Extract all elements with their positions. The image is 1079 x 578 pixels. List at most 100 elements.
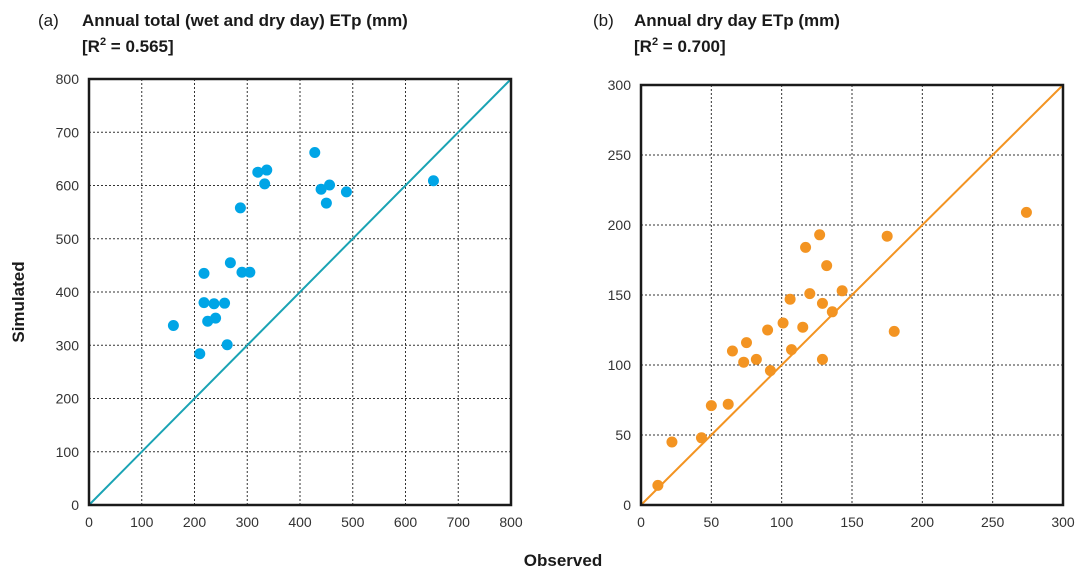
data-point-a-15	[261, 164, 273, 176]
x-tick-label-a-6: 600	[394, 514, 418, 530]
x-tick-label-b-5: 250	[981, 514, 1005, 530]
x-tick-label-a-0: 0	[85, 514, 93, 530]
y-tick-label-a-0: 0	[71, 497, 79, 513]
data-point-b-5	[726, 345, 738, 357]
y-tick-label-b-5: 250	[608, 147, 632, 163]
data-point-a-7	[219, 297, 231, 309]
x-tick-label-b-0: 0	[637, 514, 645, 530]
data-point-b-16	[804, 288, 816, 300]
plot-frame-b	[639, 83, 1065, 507]
data-point-b-25	[1020, 206, 1032, 218]
panel-b-r2-suffix: = 0.700]	[658, 37, 726, 56]
y-tick-label-b-6: 300	[608, 77, 632, 93]
x-tick-label-b-4: 200	[911, 514, 935, 530]
x-tick-label-b-6: 300	[1051, 514, 1075, 530]
data-point-b-7	[741, 337, 752, 349]
data-point-a-0	[167, 320, 179, 332]
plot-panel-b: 0 50 100 150 200 250 300 0 50 100 150 200 250 300	[608, 77, 1075, 530]
plot-panel-a: 0 100 200 300 400 500 600 700 800 0 100 200 300 400 50…	[56, 71, 523, 530]
panel-b-tag: (b)	[593, 11, 614, 30]
data-point-a-13	[252, 166, 264, 178]
data-point-a-5	[208, 298, 220, 310]
data-point-b-10	[764, 365, 776, 377]
data-point-b-6	[738, 356, 750, 368]
y-tick-label-a-1: 100	[56, 444, 80, 460]
data-point-b-12	[784, 293, 796, 305]
y-tick-label-a-8: 800	[56, 71, 80, 87]
x-tick-label-b-2: 100	[770, 514, 794, 530]
x-tick-label-a-3: 300	[236, 514, 260, 530]
data-point-a-3	[198, 297, 210, 309]
panel-b-title: Annual dry day ETp (mm)	[634, 11, 840, 30]
x-tick-label-b-1: 50	[704, 514, 720, 530]
data-point-a-14	[259, 178, 271, 190]
data-point-a-18	[320, 197, 332, 209]
y-tick-label-a-6: 600	[56, 178, 80, 194]
y-tick-label-b-4: 200	[608, 217, 632, 233]
plot-frame-a	[87, 77, 513, 507]
data-point-b-4	[722, 398, 734, 410]
data-point-b-17	[814, 229, 826, 241]
panel-b-r2: [R2 = 0.700]	[634, 36, 726, 56]
data-point-a-11	[236, 266, 248, 278]
y-tick-label-a-4: 400	[56, 284, 80, 300]
panel-a-r2-suffix: = 0.565]	[106, 37, 174, 56]
data-point-b-20	[821, 260, 833, 272]
y-tick-label-b-3: 150	[608, 287, 632, 303]
x-tick-label-b-3: 150	[840, 514, 864, 530]
x-tick-label-a-8: 800	[499, 514, 523, 530]
panel-a-tag: (a)	[38, 11, 59, 30]
y-tick-label-a-3: 300	[56, 337, 80, 353]
y-tick-label-b-1: 50	[615, 427, 631, 443]
data-point-a-21	[427, 175, 439, 187]
y-axis-label: Simulated	[9, 261, 28, 342]
y-tick-label-a-2: 200	[56, 391, 80, 407]
panel-b-r2-sup: 2	[652, 36, 658, 48]
data-point-b-22	[836, 285, 848, 297]
panel-a-r2-prefix: [R	[82, 37, 100, 56]
reference-line-b	[640, 84, 1064, 506]
data-point-b-14	[797, 321, 809, 333]
x-tick-label-a-4: 400	[288, 514, 312, 530]
panel-a-title: Annual total (wet and dry day) ETp (mm)	[82, 11, 408, 30]
reference-line-a	[88, 78, 512, 506]
data-point-b-13	[786, 344, 798, 356]
data-point-a-10	[234, 202, 246, 214]
y-tick-label-b-2: 100	[608, 357, 632, 373]
data-point-b-24	[888, 325, 900, 337]
data-point-a-19	[324, 179, 336, 191]
data-point-b-0	[652, 479, 664, 491]
data-point-a-12	[244, 266, 256, 278]
data-point-a-6	[210, 312, 222, 324]
data-point-b-3	[705, 400, 717, 412]
panel-a-r2: [R2 = 0.565]	[82, 36, 174, 56]
data-point-a-17	[315, 183, 327, 195]
data-point-b-19	[816, 353, 828, 365]
data-point-b-11	[777, 317, 789, 329]
data-point-b-1	[666, 436, 678, 448]
data-point-b-18	[816, 297, 828, 309]
data-point-a-2	[198, 267, 210, 279]
x-tick-label-a-5: 500	[341, 514, 365, 530]
data-point-a-16	[309, 146, 321, 158]
data-point-a-1	[194, 348, 206, 360]
y-tick-label-a-5: 500	[56, 231, 80, 247]
data-point-b-23	[881, 230, 893, 242]
x-tick-label-a-2: 200	[183, 514, 207, 530]
data-point-b-9	[762, 324, 774, 336]
data-point-b-21	[826, 306, 838, 318]
x-tick-label-a-7: 700	[447, 514, 471, 530]
y-tick-label-b-0: 0	[623, 497, 631, 513]
data-point-a-9	[224, 257, 236, 269]
panel-b-r2-prefix: [R	[634, 37, 652, 56]
y-tick-label-a-7: 700	[56, 124, 80, 140]
data-point-b-15	[800, 241, 812, 253]
x-axis-label: Observed	[524, 551, 602, 570]
x-tick-label-a-1: 100	[130, 514, 154, 530]
data-point-b-2	[695, 432, 707, 444]
panel-a-r2-sup: 2	[100, 36, 106, 48]
data-point-b-8	[750, 353, 762, 365]
data-point-a-8	[221, 339, 233, 351]
